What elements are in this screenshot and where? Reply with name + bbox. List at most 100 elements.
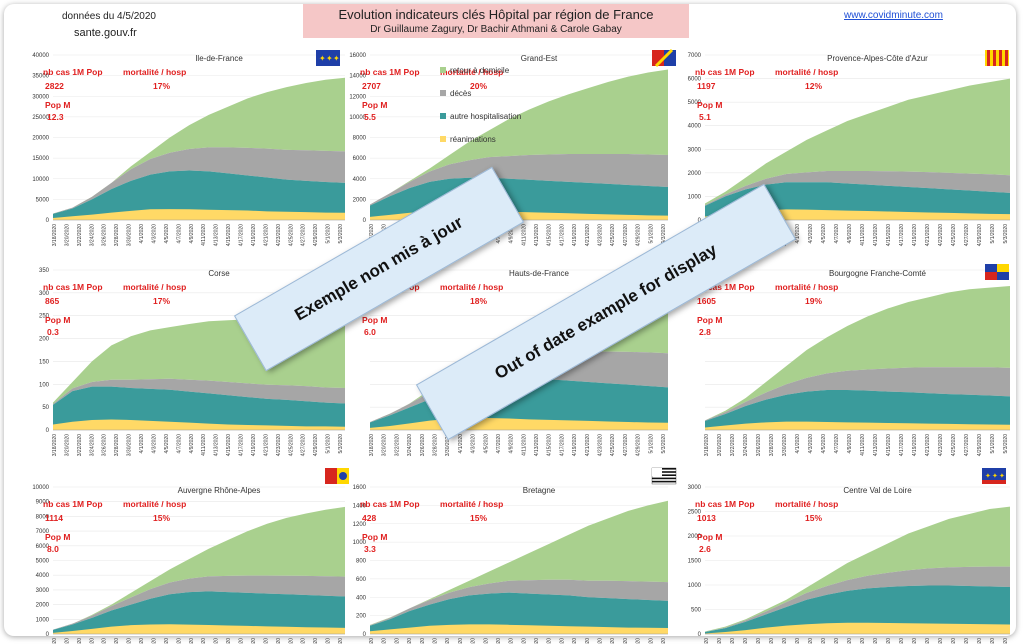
y-tick-label: 4000 <box>353 177 367 183</box>
x-tick-label: 4/25/2020 <box>610 638 616 644</box>
chart-panel: 0 500 1000 1500 2000 2500 3000 3/18/2020 3/20/20… <box>688 485 1010 644</box>
pop-label: Pop M <box>697 315 723 325</box>
x-tick-label: 4/9/2020 <box>509 224 515 244</box>
y-tick-label: 10000 <box>32 177 49 183</box>
x-tick-label: 4/13/2020 <box>214 224 220 246</box>
x-tick-label: 4/17/2020 <box>559 638 565 644</box>
x-tick-label: 4/11/2020 <box>521 224 527 246</box>
mortality-label: mortalité / hosp <box>123 499 186 509</box>
x-tick-label: 3/24/2020 <box>407 434 413 456</box>
x-tick-label: 4/15/2020 <box>226 224 232 246</box>
header-info: données du 4/5/2020 sante.gouv.fr <box>62 9 156 41</box>
x-tick-label: 3/20/2020 <box>64 434 70 456</box>
pop-value: 6.0 <box>364 327 376 337</box>
y-tick-label: 3000 <box>688 485 702 491</box>
website-link[interactable]: www.covidminute.com <box>844 10 943 21</box>
x-tick-label: 5/3/2020 <box>661 224 667 244</box>
region-title: Bourgogne Franche-Comté <box>829 269 926 278</box>
mortality-label: mortalité / hosp <box>775 499 838 509</box>
mortality-value: 15% <box>153 513 170 523</box>
x-tick-label: 3/30/2020 <box>782 434 788 456</box>
x-tick-label: 4/17/2020 <box>239 224 245 246</box>
x-tick-label: 4/25/2020 <box>951 224 957 246</box>
x-tick-label: 3/28/2020 <box>114 434 120 456</box>
x-tick-label: 4/1/2020 <box>795 434 801 454</box>
svg-text:✦: ✦ <box>992 472 998 480</box>
x-tick-label: 4/15/2020 <box>886 434 892 456</box>
legend-swatch <box>440 90 446 96</box>
x-tick-label: 4/29/2020 <box>977 224 983 246</box>
pop-label: Pop M <box>362 532 388 542</box>
pop-value: 12.3 <box>47 112 64 122</box>
y-tick-label: 200 <box>39 337 50 343</box>
main-title: Evolution indicateurs clés Hôpital par r… <box>338 7 654 22</box>
cases-value: 428 <box>362 513 376 523</box>
x-tick-label: 4/17/2020 <box>559 434 565 456</box>
mortality-label: mortalité / hosp <box>775 67 838 77</box>
x-tick-label: 5/1/2020 <box>326 434 332 454</box>
x-tick-label: 4/17/2020 <box>239 434 245 456</box>
x-tick-label: 4/3/2020 <box>471 638 477 644</box>
area-deaths <box>53 147 345 214</box>
area-deaths <box>53 575 345 630</box>
y-tick-label: 600 <box>356 577 367 583</box>
x-tick-label: 4/15/2020 <box>226 638 232 644</box>
x-tick-label: 4/21/2020 <box>263 434 269 456</box>
x-tick-label: 3/24/2020 <box>89 638 95 644</box>
title-box: Evolution indicateurs clés Hôpital par r… <box>303 4 689 38</box>
pop-label: Pop M <box>362 100 388 110</box>
x-tick-label: 3/26/2020 <box>102 434 108 456</box>
pop-value: 8.0 <box>47 544 59 554</box>
area-other-hosp <box>370 592 668 634</box>
x-tick-label: 4/23/2020 <box>938 224 944 246</box>
y-tick-label: 10000 <box>32 485 49 491</box>
area-other-hosp <box>53 170 345 220</box>
x-tick-label: 4/11/2020 <box>201 224 207 246</box>
mortality-value: 20% <box>470 81 487 91</box>
x-tick-label: 4/1/2020 <box>458 434 464 454</box>
y-tick-label: 200 <box>356 614 367 620</box>
x-tick-label: 4/7/2020 <box>496 638 502 644</box>
area-home-return <box>705 78 1010 206</box>
y-tick-label: 9000 <box>36 500 50 506</box>
mortality-value: 12% <box>805 81 822 91</box>
x-tick-label: 4/27/2020 <box>623 638 629 644</box>
area-home-return <box>53 506 345 630</box>
x-tick-label: 5/1/2020 <box>326 224 332 244</box>
x-tick-label: 3/22/2020 <box>730 638 736 644</box>
area-icu <box>53 624 345 634</box>
x-tick-label: 4/3/2020 <box>808 638 814 644</box>
mortality-value: 15% <box>470 513 487 523</box>
chart-panel: 0 1000 2000 3000 4000 5000 6000 7000 8000 9000 100… <box>32 485 345 644</box>
x-tick-label: 4/1/2020 <box>139 638 145 644</box>
x-tick-label: 4/25/2020 <box>288 434 294 456</box>
x-tick-label: 4/9/2020 <box>189 224 195 244</box>
x-tick-label: 4/11/2020 <box>860 638 866 644</box>
x-tick-label: 4/15/2020 <box>547 638 553 644</box>
x-tick-label: 3/20/2020 <box>64 638 70 644</box>
mortality-value: 17% <box>153 296 170 306</box>
area-home-return <box>705 286 1010 421</box>
x-tick-label: 4/7/2020 <box>176 638 182 644</box>
y-tick-label: 2000 <box>688 171 702 177</box>
x-tick-label: 4/23/2020 <box>598 224 604 246</box>
area-deaths <box>705 170 1010 206</box>
x-tick-label: 4/27/2020 <box>964 638 970 644</box>
x-tick-label: 3/18/2020 <box>52 224 58 246</box>
x-tick-label: 3/22/2020 <box>77 434 83 456</box>
x-tick-label: 4/9/2020 <box>847 224 853 244</box>
area-deaths <box>705 566 1010 633</box>
x-tick-label: 4/5/2020 <box>821 638 827 644</box>
area-other-hosp <box>705 585 1010 634</box>
x-tick-label: 4/29/2020 <box>313 638 319 644</box>
x-tick-label: 4/13/2020 <box>873 434 879 456</box>
y-tick-label: 1400 <box>353 503 367 509</box>
x-tick-label: 5/3/2020 <box>1003 224 1009 244</box>
figure-frame <box>4 4 1016 636</box>
x-tick-label: 4/19/2020 <box>912 638 918 644</box>
x-tick-label: 4/9/2020 <box>509 434 515 454</box>
x-tick-label: 4/7/2020 <box>176 434 182 454</box>
x-tick-label: 4/13/2020 <box>873 224 879 246</box>
mortality-label: mortalité / hosp <box>440 499 503 509</box>
pop-label: Pop M <box>697 532 723 542</box>
